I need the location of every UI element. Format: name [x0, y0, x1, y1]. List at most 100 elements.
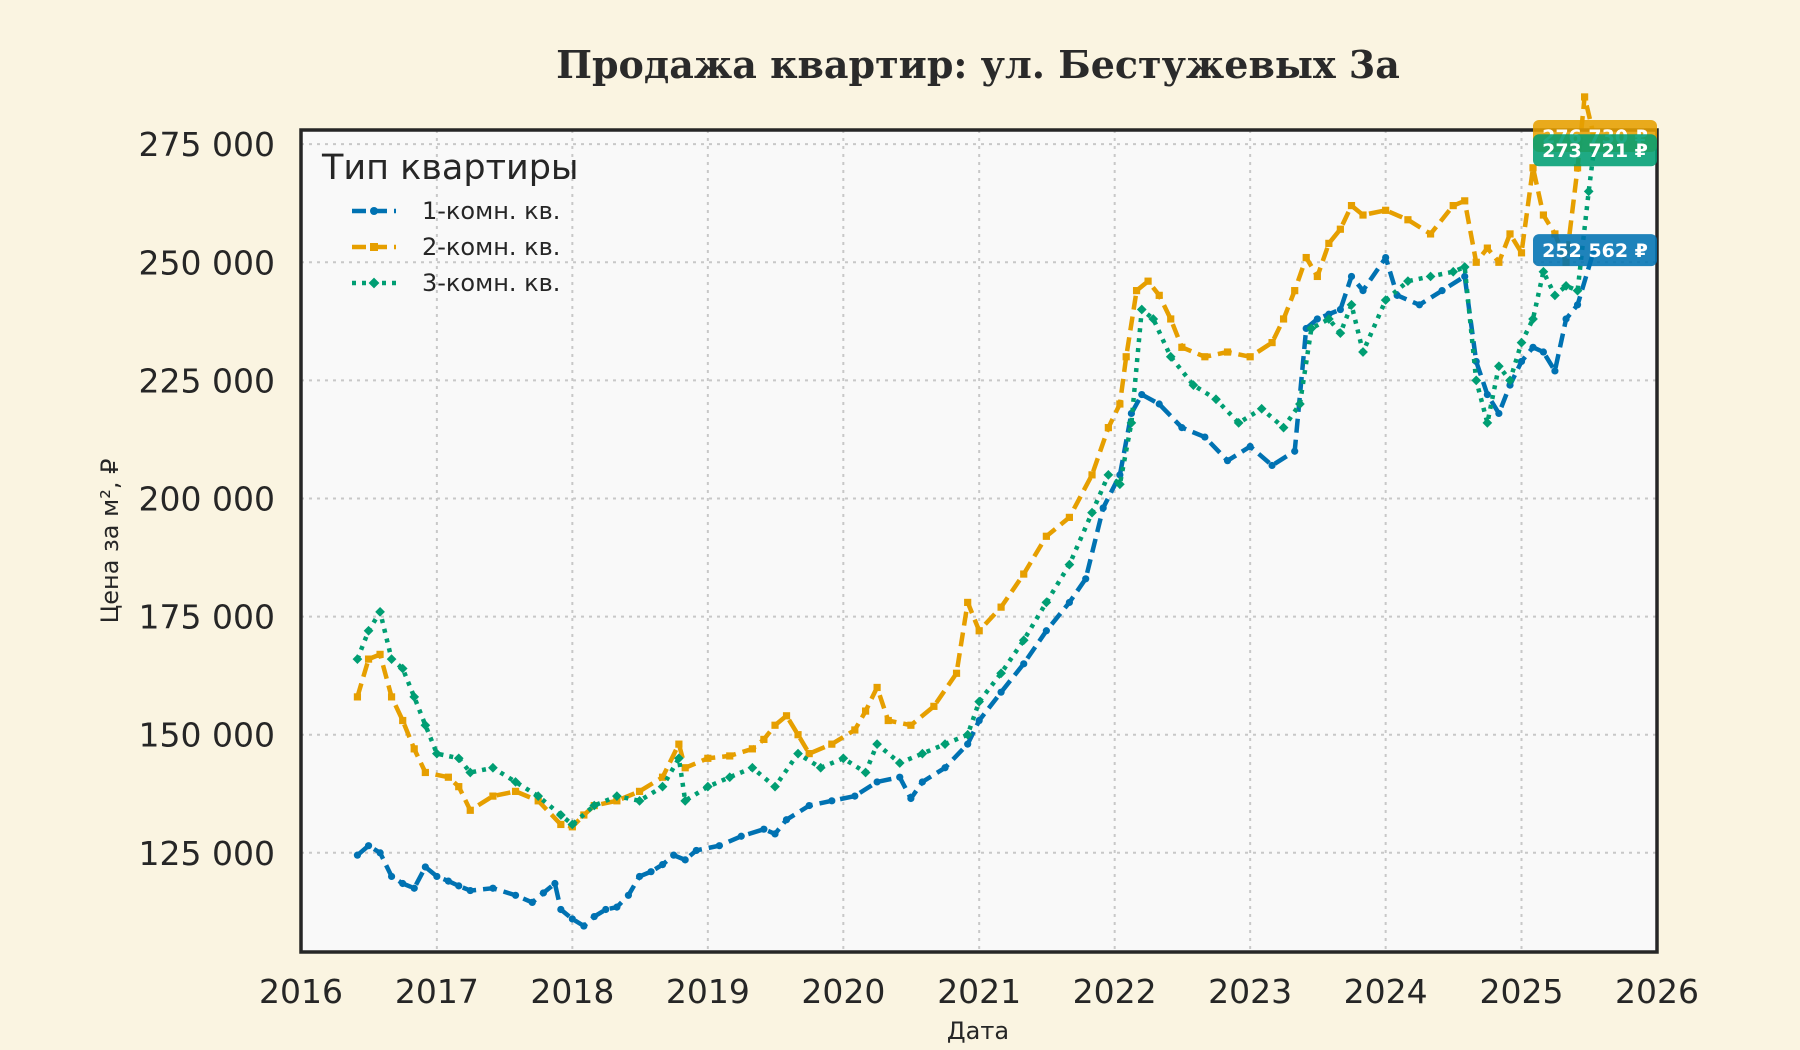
data-point: [964, 598, 972, 607]
data-point: [1291, 287, 1299, 295]
data-point: [1539, 348, 1548, 356]
data-point: [421, 768, 429, 777]
data-point: [466, 886, 474, 895]
x-tick-label: 2023: [1208, 972, 1292, 1011]
data-point: [1223, 348, 1232, 356]
data-point: [997, 688, 1005, 696]
data-point: [996, 668, 1006, 679]
data-point: [962, 729, 973, 740]
data-point: [1336, 225, 1344, 233]
data-point: [1087, 507, 1097, 518]
data-point: [1246, 442, 1254, 451]
chart-title: Продажа квартир: ул. Бестужевых 3а: [556, 42, 1400, 87]
data-point: [760, 825, 768, 833]
series-2: [353, 93, 1598, 831]
end-labels: 252 562 ₽276 730 ₽273 721 ₽: [1533, 119, 1657, 267]
data-point: [1291, 447, 1299, 455]
data-point: [353, 851, 362, 859]
data-point: [1517, 249, 1526, 257]
data-point: [1482, 418, 1493, 428]
data-point: [1347, 272, 1356, 281]
data-point: [1561, 281, 1571, 291]
data-point: [1359, 211, 1367, 219]
data-point: [386, 654, 397, 664]
data-point: [1020, 570, 1028, 578]
x-tick-label: 2021: [937, 972, 1021, 1011]
end-label-text: 252 562 ₽: [1542, 240, 1648, 262]
data-point: [1551, 367, 1559, 375]
x-tick-label: 2017: [395, 972, 479, 1011]
data-point: [1483, 244, 1491, 252]
data-point: [1042, 627, 1050, 635]
data-point: [747, 762, 758, 773]
data-point: [1116, 471, 1124, 479]
data-point: [1082, 575, 1090, 583]
data-point: [828, 797, 836, 805]
data-point: [794, 731, 802, 739]
data-point: [873, 683, 881, 692]
data-point: [1295, 399, 1305, 409]
data-point: [431, 748, 442, 759]
data-point: [1573, 301, 1582, 309]
x-tick-label: 2022: [1073, 972, 1157, 1011]
data-point: [860, 767, 871, 778]
y-tick-label: 150 000: [139, 716, 275, 755]
data-point: [1178, 343, 1186, 351]
data-point: [1506, 230, 1514, 238]
data-point: [635, 872, 644, 881]
legend-swatch-marker: [368, 277, 380, 289]
y-tick-label: 175 000: [139, 598, 275, 637]
y-tick-label: 125 000: [139, 834, 275, 873]
data-point: [602, 905, 610, 914]
data-point: [1155, 291, 1163, 299]
data-point: [1201, 433, 1209, 441]
data-point: [364, 842, 373, 850]
data-point: [1211, 394, 1221, 405]
data-point: [1155, 400, 1163, 408]
data-point: [489, 884, 497, 892]
data-point: [1425, 271, 1436, 282]
data-point: [1459, 262, 1470, 272]
data-point: [511, 787, 520, 795]
data-point: [511, 891, 520, 899]
data-point: [896, 773, 904, 781]
data-point: [557, 820, 565, 829]
data-point: [974, 696, 985, 707]
legend-label: 2-комн. кв.: [422, 233, 560, 261]
data-point: [861, 707, 870, 715]
data-point: [1495, 409, 1503, 418]
data-point: [580, 922, 588, 930]
data-point: [1268, 461, 1276, 470]
data-point: [1550, 290, 1560, 301]
data-point: [680, 795, 691, 806]
data-point: [375, 607, 385, 617]
data-point: [647, 868, 655, 876]
data-point: [828, 740, 836, 748]
data-point: [376, 650, 384, 658]
data-point: [528, 898, 536, 906]
data-point: [1302, 324, 1310, 333]
data-point: [1528, 314, 1538, 324]
data-point: [433, 872, 441, 881]
data-point: [1148, 314, 1159, 324]
data-point: [1279, 315, 1288, 323]
series-line: [355, 94, 1597, 830]
data-point: [1539, 211, 1548, 219]
data-point: [409, 692, 420, 702]
data-point: [1438, 287, 1446, 295]
data-point: [410, 745, 418, 753]
data-point: [1538, 266, 1549, 277]
data-point: [1572, 285, 1583, 296]
data-point: [1461, 197, 1469, 205]
data-point: [658, 861, 667, 869]
data-point: [1358, 347, 1368, 357]
data-point: [1415, 301, 1424, 309]
data-point: [702, 781, 713, 792]
data-point: [1103, 470, 1114, 480]
data-point: [930, 702, 938, 710]
data-point: [1382, 206, 1390, 214]
data-point: [1461, 272, 1469, 281]
data-point: [1404, 216, 1412, 224]
data-point: [466, 806, 474, 814]
